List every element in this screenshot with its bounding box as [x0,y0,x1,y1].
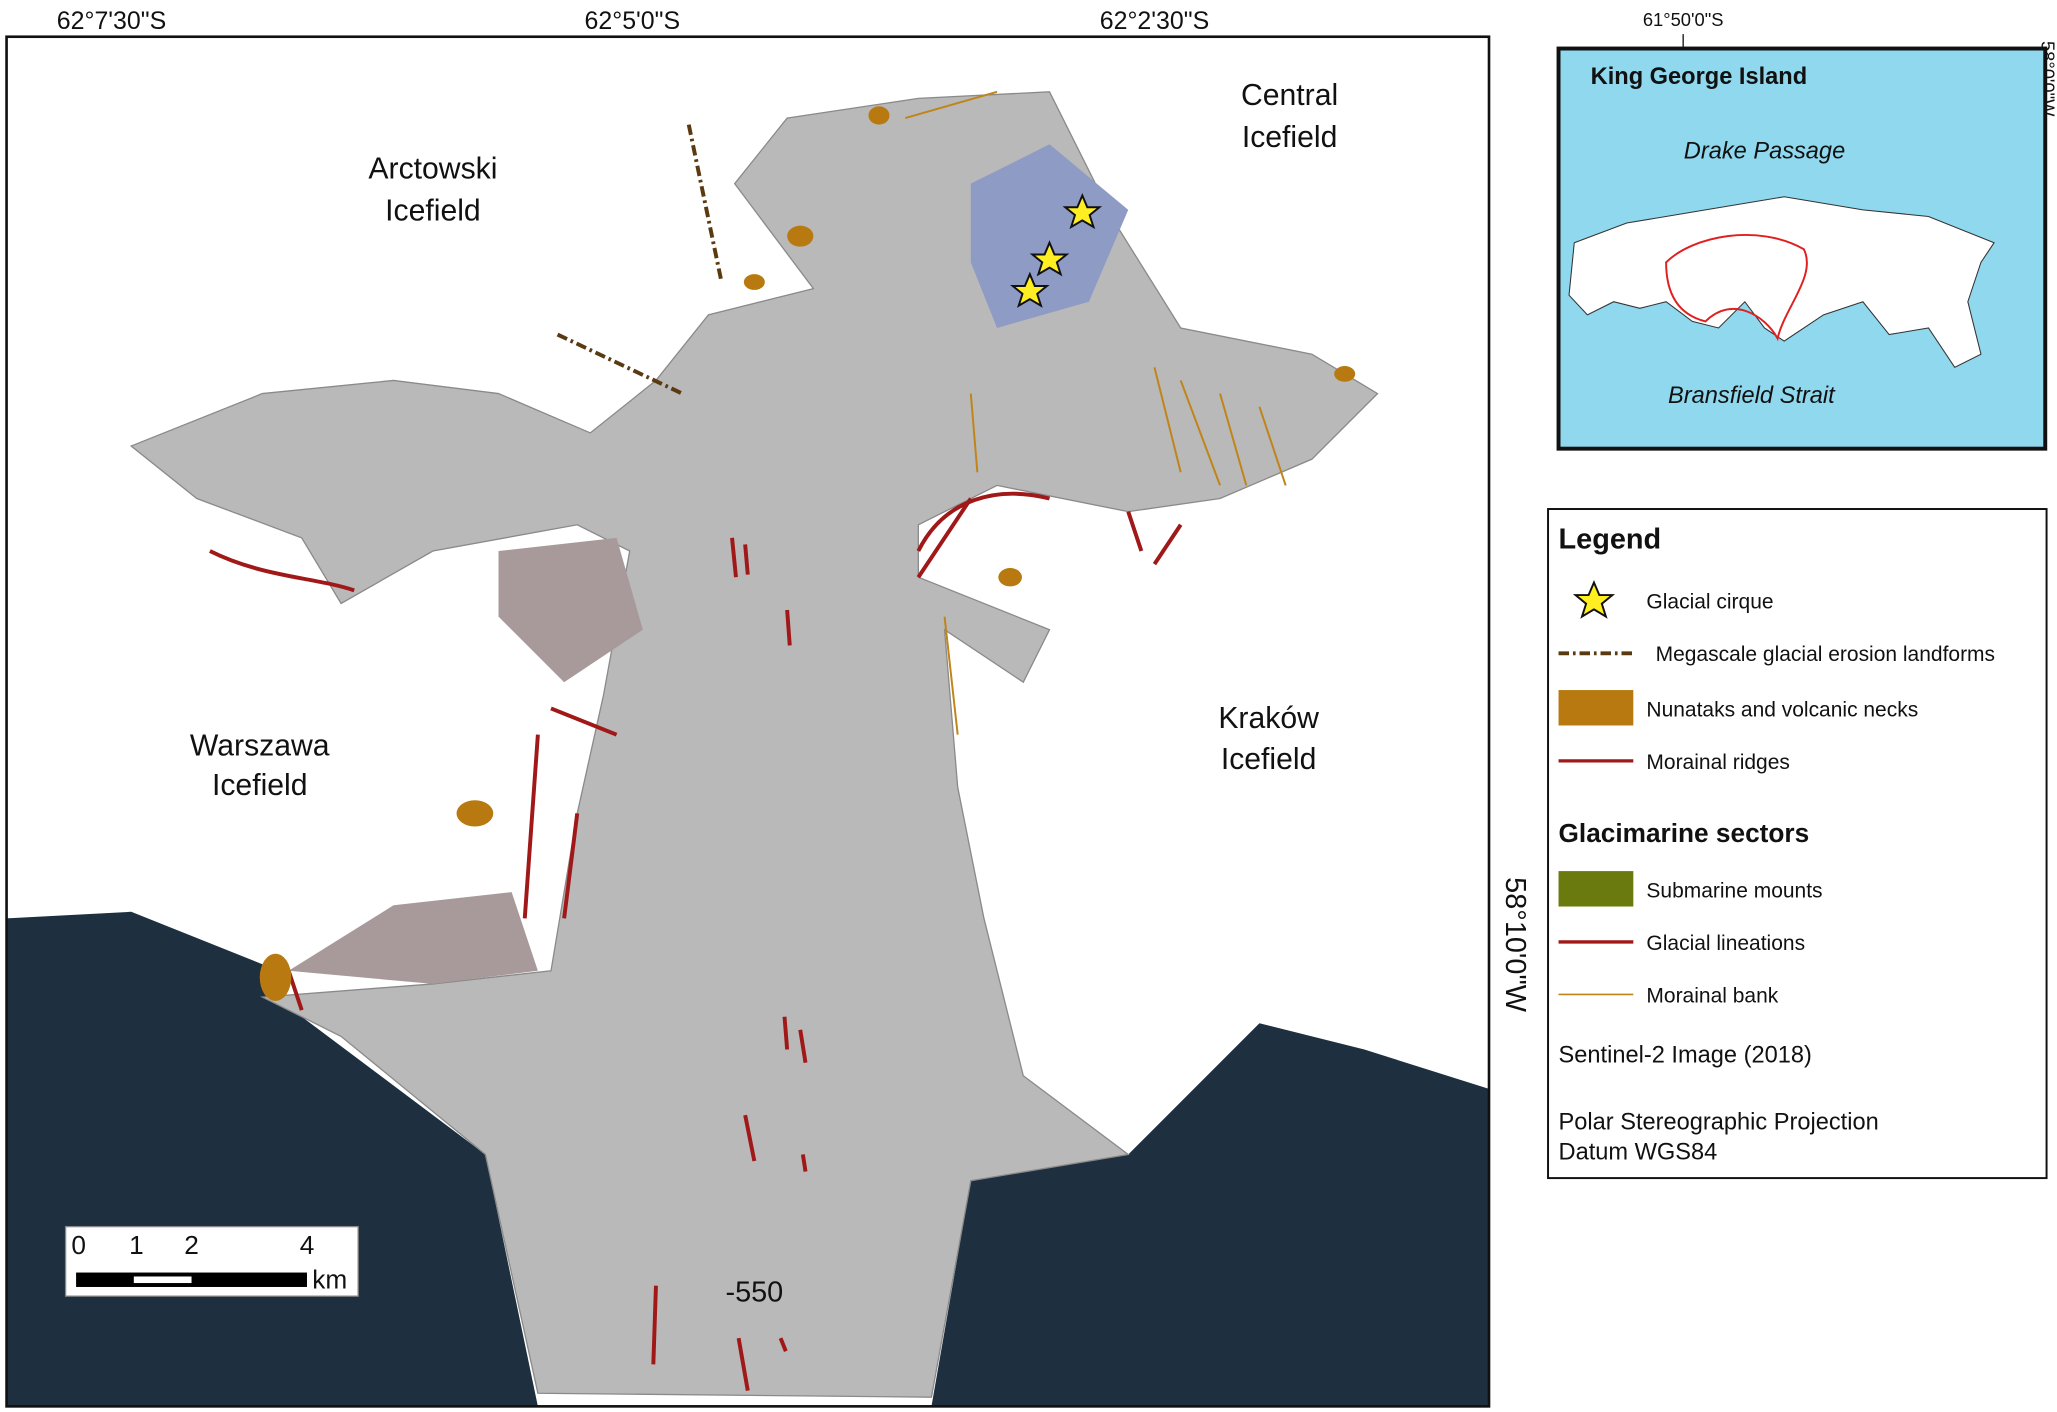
island-outline [1568,196,1995,369]
legend-item: Glacial lineations [1646,932,1805,955]
rock-outcrop [970,144,1129,328]
area-label: Kraków [1218,702,1319,735]
glacial-lineations [209,491,1183,1391]
inset-label: Bransfield Strait [1668,383,1836,409]
area-label: Warszawa [190,730,330,763]
scale-bar-segment [76,1272,307,1287]
inset-map: 61°50'0"S 58°0'0"W King George Island Dr… [1556,9,2057,451]
legend-item: Nunataks and volcanic necks [1646,698,1918,721]
area-label: Arctowski [368,152,497,185]
area-label: Icefield [385,194,481,227]
area-label: Icefield [1242,121,1338,154]
bathymetry [129,91,1379,1398]
area-label: Icefield [212,769,308,802]
legend-symbol [1558,690,1634,726]
legend-item: Megascale glacial erosion landforms [1656,643,1995,666]
coordinate-label: 62°5'0"S [585,7,681,35]
nunataks [259,106,1356,1001]
legend-box [1547,508,2048,1180]
legend-item: Glacial cirque [1646,591,1773,614]
main-map [5,35,1491,1408]
area-label: Central [1241,79,1338,112]
glacial-cirques [1010,192,1103,308]
scale-bar-segment [133,1276,192,1284]
coordinate-label: 62°2'30"S [1100,7,1209,35]
map-frame [5,35,1491,1408]
legend-symbol [1558,871,1634,907]
legend-title: Legend [1559,523,1662,555]
coordinate-label: 62°7'30"S [57,7,166,35]
scale-label: 0 [71,1230,86,1260]
legend-item: Morainal bank [1646,984,1778,1007]
morainal-bank [904,90,1287,735]
rock-outcrop [288,892,538,984]
scale-unit: km [312,1264,347,1294]
depth-label: -550 [725,1276,783,1308]
legend-note: Datum WGS84 [1559,1140,1718,1166]
scale-label: 1 [129,1230,144,1260]
sea [931,1023,1490,1407]
scale-label: 4 [300,1230,315,1260]
legend-item: Submarine mounts [1646,879,1822,902]
study-area [1665,233,1808,342]
rock-outcrop [498,537,643,683]
erosion-landforms [556,124,724,396]
legend-symbol [1572,579,1616,619]
figure-content: 62°7'30"S 62°5'0"S 62°2'30"S Arcto [5,7,2057,1408]
coordinate-label: 58°10'0"W [1499,877,1531,1013]
inset-title: King George Island [1591,64,1807,90]
legend-section-title: Glacimarine sectors [1559,818,1810,848]
inset-label: Drake Passage [1684,139,1845,165]
legend-item: Morainal ridges [1646,751,1789,774]
area-label: Icefield [1221,743,1317,776]
scale-bar: 0 1 2 4 km [64,1225,359,1297]
legend-note: Sentinel-2 Image (2018) [1559,1043,1812,1069]
coordinate-label: 61°50'0"S [1643,9,1724,30]
legend-note: Polar Stereographic Projection [1559,1110,1879,1136]
scale-label: 2 [184,1230,199,1260]
legend: Legend Glacial cirque Megascale glacial … [1547,508,2048,1180]
